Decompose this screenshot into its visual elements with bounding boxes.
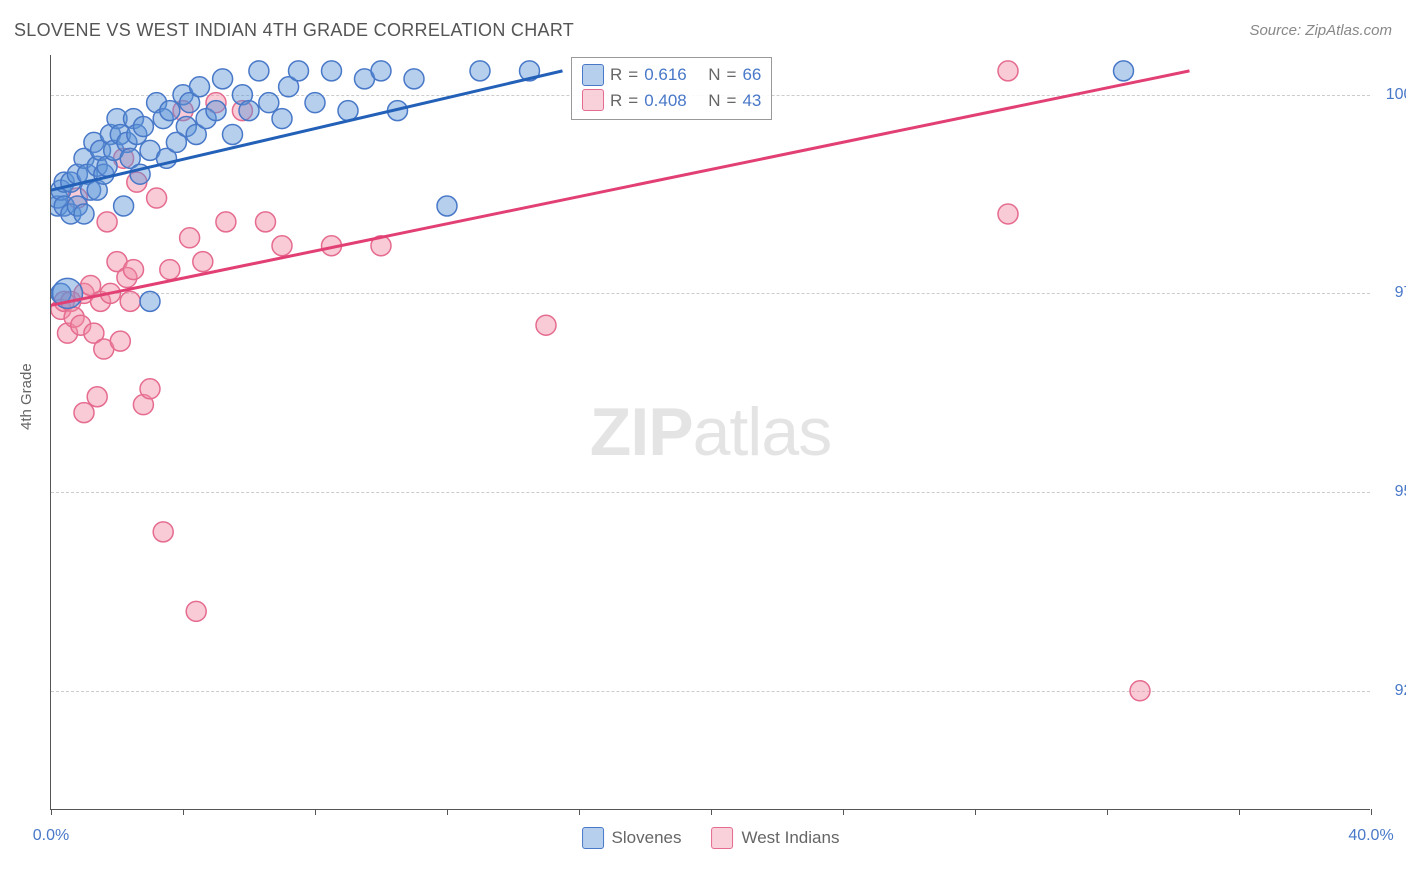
legend-row-westindians: R = 0.408 N = 43	[582, 88, 761, 114]
data-point	[272, 236, 292, 256]
data-point	[153, 522, 173, 542]
data-point	[140, 379, 160, 399]
x-tick	[51, 809, 52, 815]
data-point	[206, 101, 226, 121]
y-tick-label: 100.0%	[1380, 86, 1406, 104]
data-point	[97, 212, 117, 232]
swatch-pink-icon	[711, 827, 733, 849]
data-point	[74, 204, 94, 224]
data-point	[124, 260, 144, 280]
x-tick-label: 40.0%	[1348, 827, 1393, 845]
data-point	[338, 101, 358, 121]
data-point	[305, 93, 325, 113]
data-point	[160, 260, 180, 280]
data-point	[249, 61, 269, 81]
data-point	[147, 188, 167, 208]
correlation-legend: R = 0.616 N = 66 R = 0.408 N = 43	[571, 57, 772, 120]
data-point	[74, 403, 94, 423]
data-point	[223, 124, 243, 144]
y-tick-label: 92.5%	[1380, 682, 1406, 700]
source-label: Source: ZipAtlas.com	[1249, 22, 1392, 39]
data-point	[404, 69, 424, 89]
data-point	[239, 101, 259, 121]
data-point	[140, 291, 160, 311]
swatch-blue-icon	[582, 827, 604, 849]
series-legend: Slovenes West Indians	[582, 827, 840, 849]
data-point	[998, 204, 1018, 224]
data-point	[213, 69, 233, 89]
x-tick	[315, 809, 316, 815]
data-point	[256, 212, 276, 232]
chart-title: SLOVENE VS WEST INDIAN 4TH GRADE CORRELA…	[14, 20, 574, 41]
y-tick-label: 97.5%	[1380, 284, 1406, 302]
x-tick	[1371, 809, 1372, 815]
scatter-plot-svg	[51, 55, 1370, 809]
data-point	[536, 315, 556, 335]
x-tick	[447, 809, 448, 815]
data-point	[160, 101, 180, 121]
data-point	[114, 196, 134, 216]
x-tick	[579, 809, 580, 815]
data-point	[272, 109, 292, 129]
data-point	[87, 387, 107, 407]
data-point	[193, 252, 213, 272]
data-point	[259, 93, 279, 113]
data-point	[180, 228, 200, 248]
swatch-pink-icon	[582, 89, 604, 111]
data-point	[1114, 61, 1134, 81]
data-point	[216, 212, 236, 232]
data-point	[322, 61, 342, 81]
x-tick	[975, 809, 976, 815]
data-point	[186, 601, 206, 621]
legend-item-westindians: West Indians	[711, 827, 839, 849]
data-point	[437, 196, 457, 216]
data-point	[190, 77, 210, 97]
x-tick	[183, 809, 184, 815]
legend-row-slovenes: R = 0.616 N = 66	[582, 62, 761, 88]
data-point	[133, 117, 153, 137]
x-tick	[843, 809, 844, 815]
y-axis-label: 4th Grade	[18, 363, 35, 430]
y-tick-label: 95.0%	[1380, 483, 1406, 501]
x-tick	[711, 809, 712, 815]
swatch-blue-icon	[582, 64, 604, 86]
chart-area: ZIPatlas R = 0.616 N = 66 R = 0.408 N =	[50, 55, 1370, 810]
data-point	[1130, 681, 1150, 701]
data-point	[120, 291, 140, 311]
data-point	[110, 331, 130, 351]
legend-item-slovenes: Slovenes	[582, 827, 682, 849]
x-tick	[1107, 809, 1108, 815]
data-point	[470, 61, 490, 81]
data-point	[289, 61, 309, 81]
x-tick-label: 0.0%	[33, 827, 69, 845]
x-tick	[1239, 809, 1240, 815]
data-point	[371, 61, 391, 81]
data-point	[998, 61, 1018, 81]
